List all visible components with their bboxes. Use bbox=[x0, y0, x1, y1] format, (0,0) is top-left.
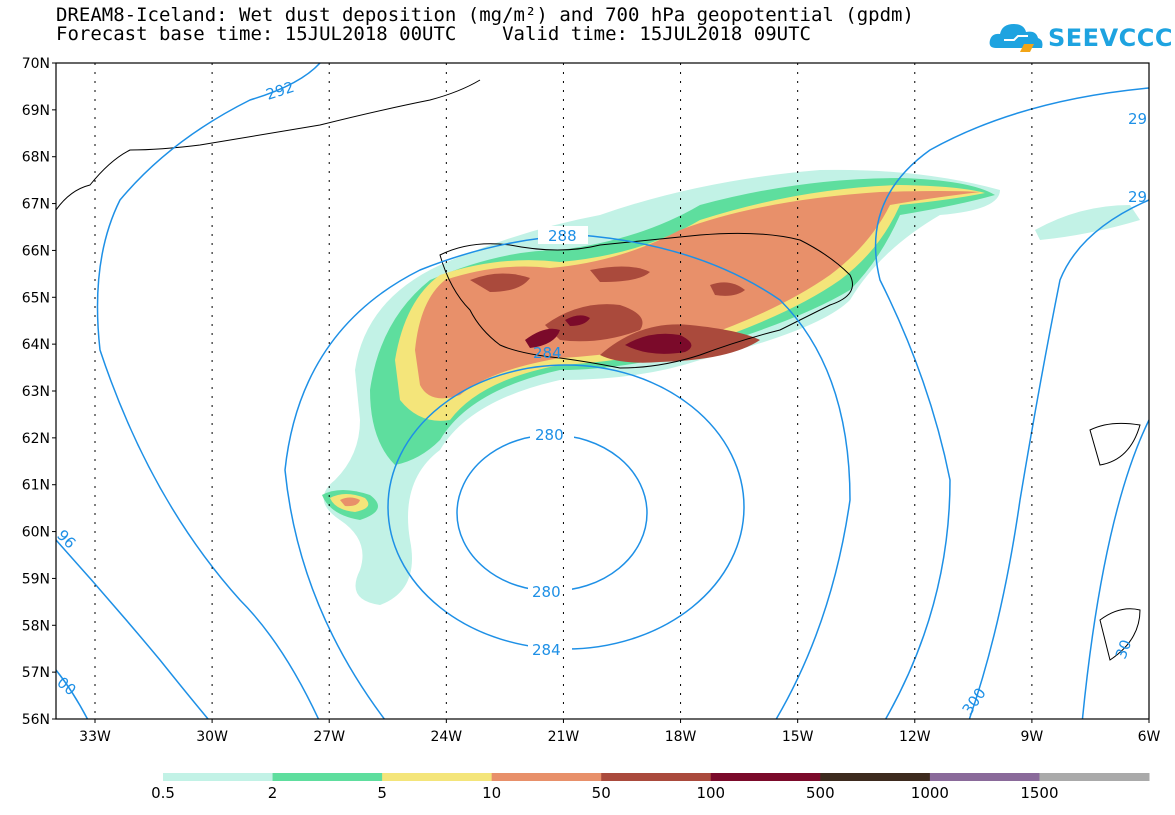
geopotential-contours bbox=[56, 63, 1149, 719]
colorbar-label: 0.5 bbox=[151, 784, 175, 802]
contour-label: 280 bbox=[532, 583, 561, 601]
contour-label: 284 bbox=[532, 641, 561, 659]
contour-label: 300 bbox=[959, 685, 990, 719]
contour-304 bbox=[1081, 419, 1149, 719]
lon-label: 6W bbox=[1138, 729, 1161, 745]
contour-280 bbox=[456, 434, 648, 592]
contour-label: 280 bbox=[535, 426, 564, 444]
contour-label: 30 bbox=[1112, 637, 1135, 661]
contour-label: 29 bbox=[1128, 188, 1147, 206]
colorbar-segment bbox=[1039, 773, 1150, 781]
lat-label: 60N bbox=[22, 525, 50, 541]
colorbar-label: 100 bbox=[696, 784, 726, 802]
seevccc-logo: SEEVCCC bbox=[988, 18, 1173, 58]
map-subtitle: Forecast base time: 15JUL2018 00UTC Vali… bbox=[56, 23, 811, 45]
lat-label: 59N bbox=[22, 571, 50, 587]
colorbar-label: 1500 bbox=[1020, 784, 1059, 802]
longitude-axis: 33W 30W 27W 24W 21W 18W 15W 12W 9W 6W bbox=[79, 719, 1161, 745]
logo-text: SEEVCCC bbox=[1048, 24, 1173, 52]
gridlines bbox=[94, 63, 1033, 719]
colorbar-label: 2 bbox=[267, 784, 278, 802]
cloud-icon bbox=[989, 24, 1043, 52]
colorbar-segment bbox=[491, 773, 602, 781]
lat-label: 58N bbox=[22, 618, 50, 634]
lon-label: 21W bbox=[548, 729, 580, 745]
contour-label: 00 bbox=[53, 673, 79, 699]
contour-296-east bbox=[874, 87, 1149, 719]
lat-label: 66N bbox=[22, 243, 50, 259]
lat-label: 63N bbox=[22, 384, 50, 400]
contour-296-west bbox=[56, 539, 210, 719]
colorbar-label: 1000 bbox=[910, 784, 949, 802]
plot-area: 288 280 280 284 284 292 300 29 29 30 96 … bbox=[53, 63, 1149, 719]
lat-label: 61N bbox=[22, 478, 50, 494]
lon-label: 30W bbox=[196, 729, 228, 745]
lat-label: 70N bbox=[22, 56, 50, 72]
contour-labels: 288 280 280 284 284 292 300 29 29 30 96 … bbox=[53, 78, 1147, 719]
contour-label: 96 bbox=[53, 526, 79, 552]
lon-label: 18W bbox=[665, 729, 697, 745]
colorbar-segment bbox=[929, 773, 1040, 781]
lat-label: 67N bbox=[22, 197, 50, 213]
contour-300-west bbox=[56, 669, 89, 719]
lon-label: 27W bbox=[313, 729, 345, 745]
map-frame bbox=[55, 62, 1150, 720]
lon-label: 9W bbox=[1021, 729, 1044, 745]
colorbar-segment bbox=[382, 773, 493, 781]
colorbar-label: 50 bbox=[591, 784, 611, 802]
latitude-axis: 70N 69N 68N 67N 66N 65N 64N 63N 62N 61N 60N 59N 58N 5… bbox=[22, 56, 56, 728]
colorbar-segment bbox=[820, 773, 931, 781]
map-title: DREAM8-Iceland: Wet dust deposition (mg/… bbox=[56, 4, 914, 26]
contour-300 bbox=[968, 199, 1149, 719]
colorbar bbox=[163, 773, 1150, 781]
lat-label: 65N bbox=[22, 290, 50, 306]
dust-deposition-field bbox=[322, 169, 1140, 606]
lat-label: 69N bbox=[22, 103, 50, 119]
coastlines bbox=[56, 79, 1141, 661]
lon-label: 15W bbox=[782, 729, 814, 745]
contour-label: 284 bbox=[533, 344, 562, 362]
colorbar-label: 5 bbox=[377, 784, 387, 802]
lat-label: 68N bbox=[22, 150, 50, 166]
lat-label: 56N bbox=[22, 712, 50, 728]
colorbar-segment bbox=[710, 773, 821, 781]
lon-label: 12W bbox=[899, 729, 931, 745]
lat-label: 64N bbox=[22, 337, 50, 353]
lat-label: 62N bbox=[22, 431, 50, 447]
contour-292 bbox=[96, 63, 321, 719]
lon-label: 33W bbox=[79, 729, 111, 745]
colorbar-segment bbox=[601, 773, 712, 781]
colorbar-segment bbox=[163, 773, 274, 781]
colorbar-segment bbox=[272, 773, 383, 781]
colorbar-label: 10 bbox=[482, 784, 502, 802]
contour-label: 288 bbox=[548, 227, 577, 245]
lat-label: 57N bbox=[22, 665, 50, 681]
lon-label: 24W bbox=[430, 729, 462, 745]
contour-label: 29 bbox=[1128, 110, 1147, 128]
contour-label: 292 bbox=[264, 78, 297, 104]
colorbar-label: 500 bbox=[806, 784, 835, 802]
